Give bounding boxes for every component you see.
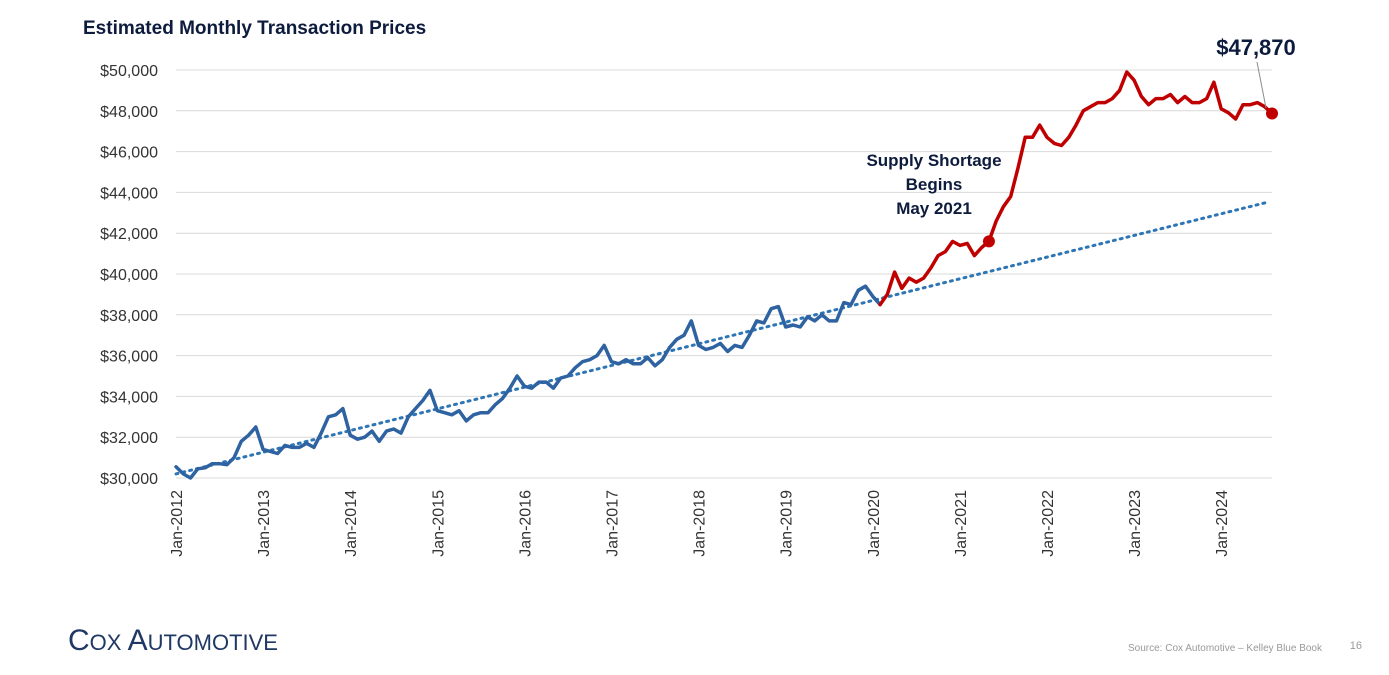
y-tick-label: $40,000 [100, 267, 158, 284]
x-tick-label: Jan-2021 [953, 490, 970, 557]
supply-shortage-marker [982, 235, 995, 248]
grid [176, 69, 1272, 479]
latest-value-callout: $47,870 [1216, 35, 1296, 60]
y-tick-label: $34,000 [100, 389, 158, 406]
series-line-pre-2020 [174, 284, 882, 480]
trendline [174, 201, 1268, 476]
x-tick-label: Jan-2012 [169, 490, 186, 557]
source-note: Source: Cox Automotive – Kelley Blue Boo… [1128, 643, 1323, 654]
x-tick-label: Jan-2023 [1127, 490, 1144, 557]
y-tick-label: $36,000 [100, 349, 158, 366]
x-tick-label: Jan-2020 [866, 490, 883, 557]
series-layer [174, 70, 1274, 480]
cox-automotive-logo: COX AUTOMOTIVE [68, 624, 278, 657]
x-tick-label: Jan-2022 [1040, 490, 1057, 557]
y-tick-label: $48,000 [100, 104, 158, 121]
series-line-post-2020 [878, 70, 1274, 307]
y-tick-label: $42,000 [100, 226, 158, 243]
y-tick-label: $50,000 [100, 63, 158, 80]
x-tick-label: Jan-2013 [256, 490, 273, 557]
y-axis-ticks: $30,000 $32,000 $34,000 $36,000 $38,000 $40,0… [100, 63, 158, 488]
latest-value-marker [1266, 107, 1278, 120]
y-tick-label: $38,000 [100, 308, 158, 325]
x-tick-label: Jan-2015 [430, 490, 447, 557]
annotation-line-3: May 2021 [896, 199, 972, 218]
y-tick-label: $32,000 [100, 430, 158, 447]
x-tick-label: Jan-2014 [343, 490, 360, 557]
marker-layer [982, 107, 1278, 248]
supply-shortage-annotation: Supply Shortage Begins May 2021 [866, 151, 1001, 218]
y-tick-label: $30,000 [100, 471, 158, 488]
annotation-line-1: Supply Shortage [866, 151, 1001, 170]
annotation-line-2: Begins [906, 175, 963, 194]
y-tick-label: $46,000 [100, 145, 158, 162]
page-number: 16 [1350, 640, 1362, 652]
x-tick-label: Jan-2018 [692, 490, 709, 557]
chart-title: Estimated Monthly Transaction Prices [83, 18, 426, 39]
x-tick-label: Jan-2017 [604, 490, 621, 557]
x-tick-label: Jan-2024 [1214, 490, 1231, 557]
y-tick-label: $44,000 [100, 185, 158, 202]
x-tick-label: Jan-2019 [779, 490, 796, 557]
x-tick-label: Jan-2016 [517, 490, 534, 557]
x-axis-ticks: Jan-2012 Jan-2013 Jan-2014 Jan-2015 Jan-2016… [169, 490, 1231, 557]
trendline-layer [174, 201, 1268, 476]
svg-text:COX AUTOMOTIVE: COX AUTOMOTIVE [68, 624, 278, 657]
callout-leader-line [1256, 61, 1267, 109]
